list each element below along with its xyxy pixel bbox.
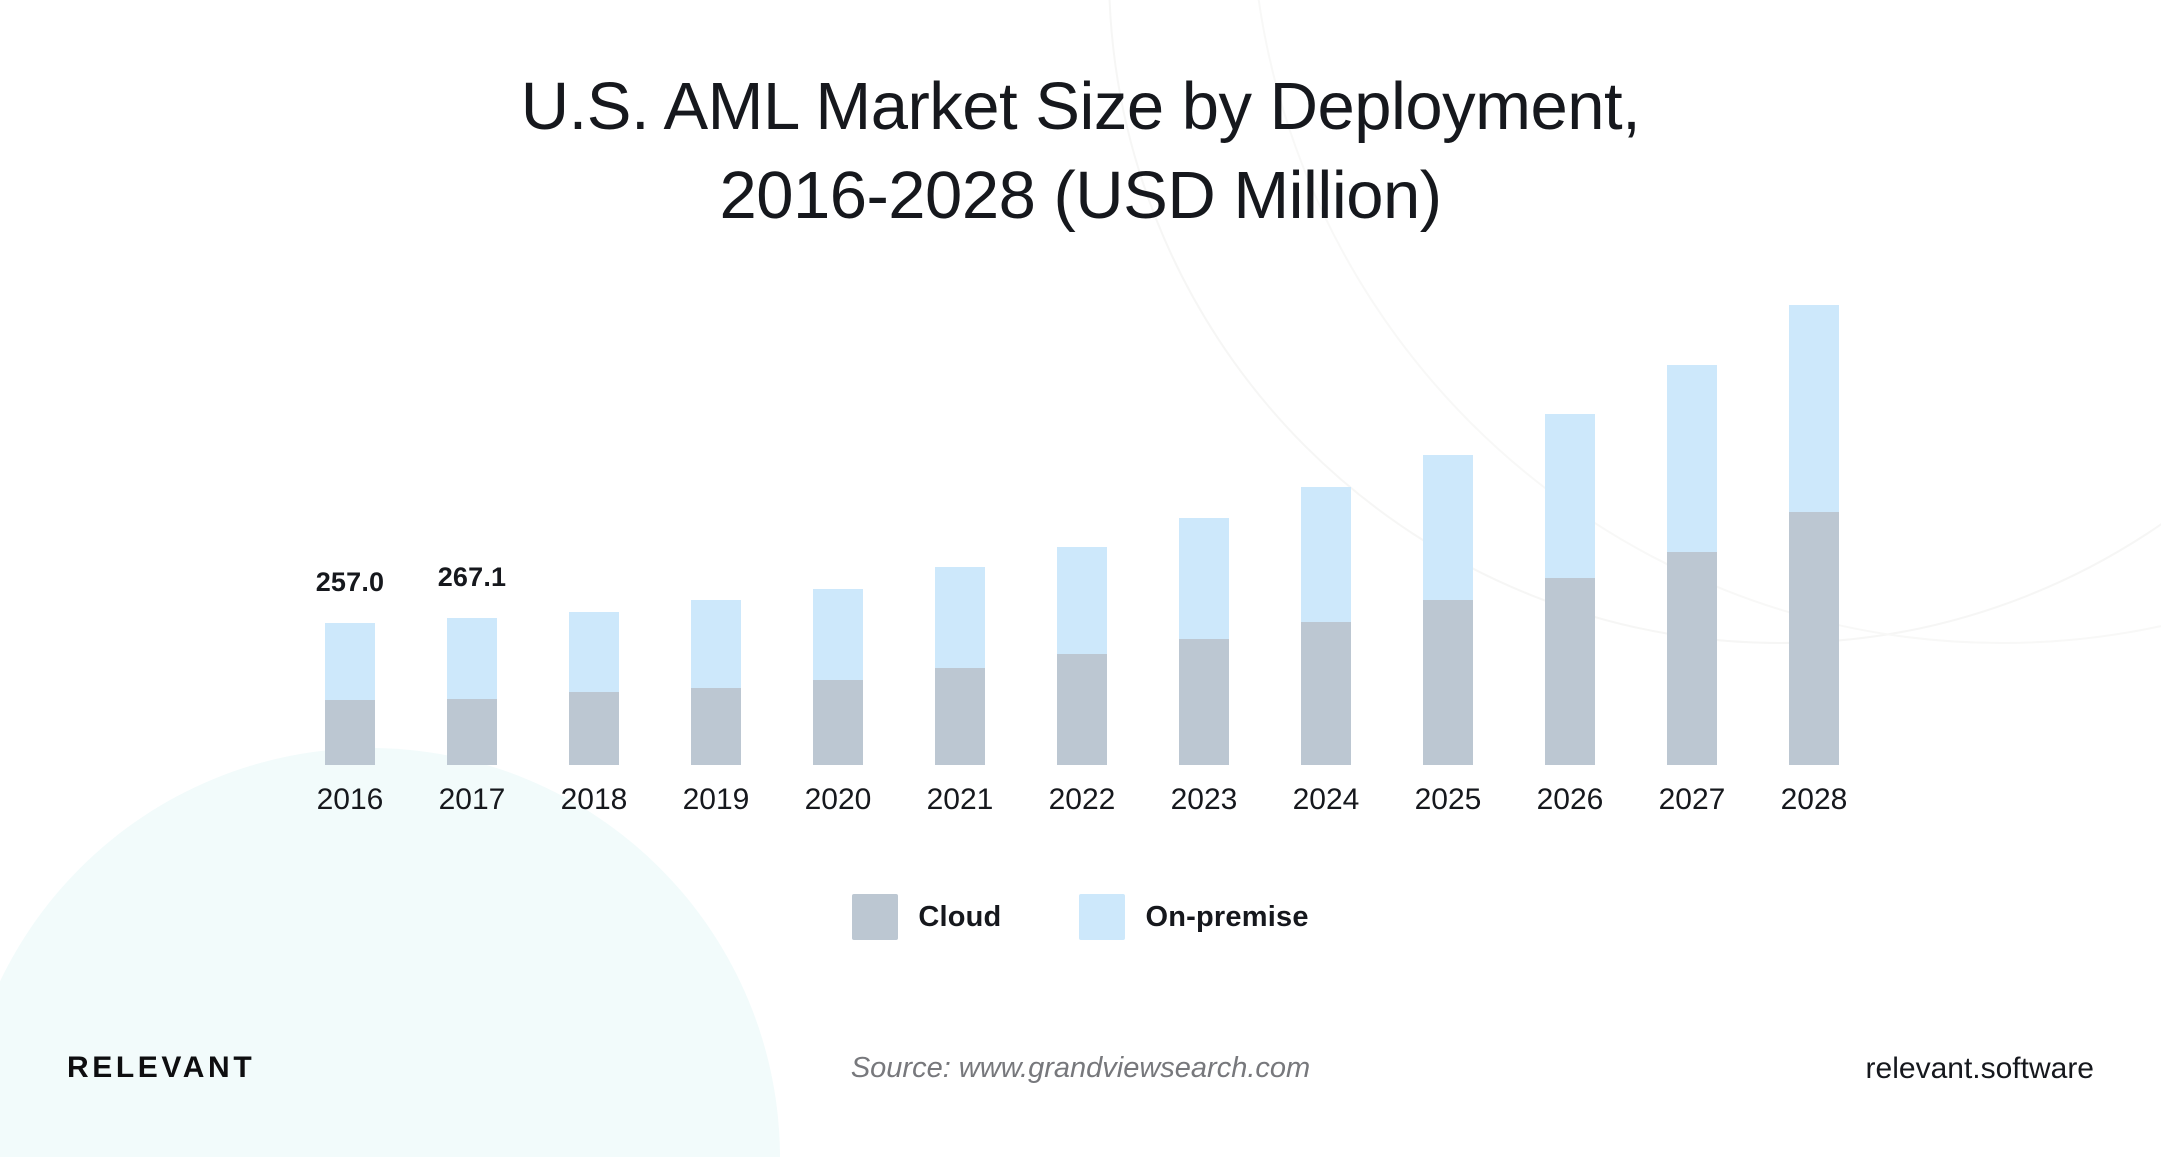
bar-group-2027[interactable]: 2027	[1659, 365, 1725, 816]
bar-segment-cloud-2017[interactable]	[447, 699, 497, 765]
bar-segment-onpremise-2019[interactable]	[691, 600, 741, 688]
chart-legend: Cloud On-premise	[0, 894, 2161, 940]
legend-item-cloud[interactable]: Cloud	[852, 894, 1001, 940]
bar-value-label-2017: 267.1	[437, 562, 507, 592]
bar-segment-onpremise-2023[interactable]	[1179, 518, 1229, 639]
x-axis-tick-2017: 2017	[438, 783, 506, 816]
bar-segment-cloud-2023[interactable]	[1179, 639, 1229, 765]
bar-segment-cloud-2022[interactable]	[1057, 654, 1107, 765]
x-axis-tick-2027: 2027	[1658, 783, 1726, 816]
relevant-logo: RELEVANT	[67, 1051, 256, 1084]
bar-group-2025[interactable]: 2025	[1415, 455, 1481, 816]
x-axis-tick-2016: 2016	[316, 783, 384, 816]
bar-group-2016[interactable]: 257.0 2016	[316, 567, 384, 816]
bar-segment-cloud-2016[interactable]	[325, 700, 375, 765]
x-axis-tick-2022: 2022	[1048, 783, 1116, 816]
bar-group-2026[interactable]: 2026	[1537, 414, 1603, 816]
bar-segment-onpremise-2028[interactable]	[1789, 305, 1839, 512]
x-axis-tick-2026: 2026	[1536, 783, 1604, 816]
x-axis-tick-2019: 2019	[682, 783, 750, 816]
bar-group-2019[interactable]: 2019	[683, 600, 749, 816]
legend-swatch-onpremise	[1079, 894, 1126, 940]
bar-value-label-2016: 257.0	[315, 567, 385, 597]
legend-swatch-cloud	[852, 894, 899, 940]
legend-item-onpremise[interactable]: On-premise	[1079, 894, 1308, 940]
bar-segment-onpremise-2027[interactable]	[1667, 365, 1717, 552]
x-axis-tick-2024: 2024	[1292, 783, 1360, 816]
bar-group-2020[interactable]: 2020	[805, 589, 871, 816]
bar-segment-cloud-2025[interactable]	[1423, 600, 1473, 765]
bar-segment-onpremise-2016[interactable]	[325, 623, 375, 700]
bar-segment-onpremise-2026[interactable]	[1545, 414, 1595, 578]
source-attribution: Source: www.grandviewsearch.com	[850, 1052, 1311, 1084]
legend-label-cloud: Cloud	[918, 900, 1002, 933]
bar-group-2024[interactable]: 2024	[1293, 487, 1359, 816]
bar-segment-onpremise-2018[interactable]	[569, 612, 619, 692]
chart-title: U.S. AML Market Size by Deployment, 2016…	[520, 69, 1641, 234]
bar-group-2018[interactable]: 2018	[561, 612, 627, 816]
bar-segment-onpremise-2021[interactable]	[935, 567, 985, 668]
x-axis-tick-2021: 2021	[926, 783, 994, 816]
bar-segment-onpremise-2020[interactable]	[813, 589, 863, 680]
bar-segment-onpremise-2025[interactable]	[1423, 455, 1473, 600]
bar-group-2028[interactable]: 2028	[1781, 305, 1847, 816]
bar-segment-cloud-2024[interactable]	[1301, 622, 1351, 765]
bar-segment-onpremise-2022[interactable]	[1057, 547, 1107, 654]
bar-segment-cloud-2018[interactable]	[569, 692, 619, 765]
bar-segment-cloud-2026[interactable]	[1545, 578, 1595, 765]
website-url: relevant.software	[1865, 1052, 2094, 1085]
bar-segment-cloud-2028[interactable]	[1789, 512, 1839, 765]
x-axis-tick-2023: 2023	[1170, 783, 1238, 816]
bar-segment-cloud-2021[interactable]	[935, 668, 985, 765]
bar-group-2022[interactable]: 2022	[1049, 547, 1115, 816]
bar-segment-cloud-2027[interactable]	[1667, 552, 1717, 765]
bar-group-2023[interactable]: 2023	[1171, 518, 1237, 816]
x-axis-tick-2020: 2020	[804, 783, 872, 816]
x-axis-tick-2028: 2028	[1780, 783, 1848, 816]
bar-group-2017[interactable]: 267.1 2017	[438, 562, 506, 816]
x-axis-tick-2025: 2025	[1414, 783, 1482, 816]
legend-label-onpremise: On-premise	[1145, 900, 1309, 933]
x-axis-tick-2018: 2018	[560, 783, 628, 816]
bar-segment-cloud-2020[interactable]	[813, 680, 863, 765]
bar-segment-onpremise-2017[interactable]	[447, 618, 497, 699]
bar-group-2021[interactable]: 2021	[927, 567, 993, 816]
bar-segment-onpremise-2024[interactable]	[1301, 487, 1351, 622]
bar-segment-cloud-2019[interactable]	[691, 688, 741, 765]
